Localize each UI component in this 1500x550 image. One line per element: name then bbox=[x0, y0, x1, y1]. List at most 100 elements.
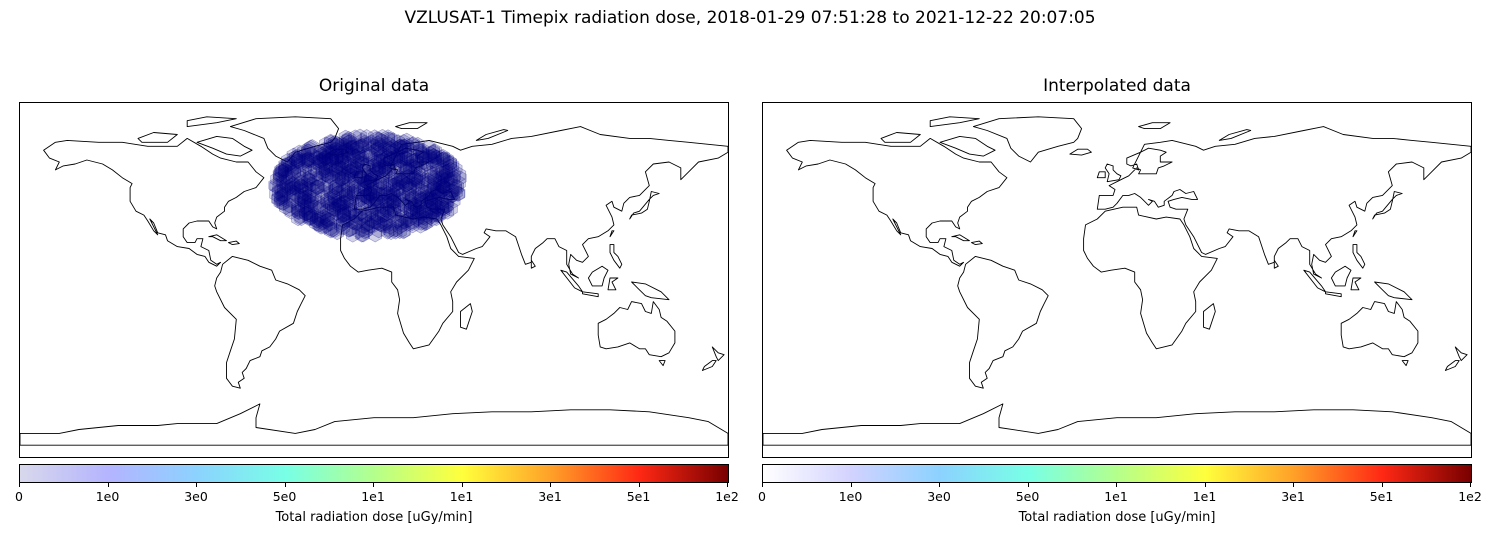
colorbar-label-original: Total radiation dose [uGy/min] bbox=[275, 510, 473, 525]
dose-marker bbox=[404, 196, 419, 213]
dose-marker bbox=[373, 181, 387, 198]
dose-marker bbox=[337, 182, 352, 199]
colorbar-tick bbox=[1204, 482, 1206, 487]
dose-marker bbox=[363, 185, 377, 202]
dose-marker bbox=[383, 188, 398, 204]
colorbar-tick bbox=[1470, 482, 1471, 487]
dose-marker bbox=[437, 168, 451, 185]
dose-marker bbox=[344, 140, 359, 157]
dose-marker bbox=[429, 210, 444, 227]
dose-marker bbox=[398, 162, 413, 179]
dose-marker bbox=[391, 181, 406, 198]
dose-marker bbox=[403, 164, 418, 181]
dose-marker bbox=[371, 195, 386, 212]
dose-marker bbox=[434, 149, 449, 166]
dose-marker bbox=[341, 159, 356, 176]
dose-marker bbox=[397, 222, 412, 239]
dose-marker bbox=[302, 151, 316, 167]
dose-marker bbox=[448, 161, 463, 178]
dose-marker bbox=[369, 131, 384, 147]
dose-marker bbox=[394, 139, 409, 156]
dose-marker bbox=[435, 152, 450, 168]
dose-marker bbox=[415, 142, 430, 159]
dose-marker bbox=[365, 218, 380, 234]
dose-marker bbox=[274, 189, 288, 206]
dose-marker bbox=[319, 136, 333, 153]
dose-marker bbox=[369, 142, 384, 159]
dose-marker bbox=[340, 186, 355, 202]
dose-marker bbox=[442, 154, 457, 171]
dose-marker bbox=[339, 140, 353, 157]
dose-marker bbox=[325, 151, 339, 168]
dose-marker bbox=[448, 184, 463, 200]
dose-marker bbox=[291, 175, 306, 192]
dose-marker bbox=[337, 153, 352, 170]
dose-marker bbox=[379, 217, 394, 234]
dose-marker bbox=[374, 148, 389, 165]
dose-marker bbox=[341, 221, 356, 238]
dose-marker bbox=[343, 158, 358, 174]
dose-marker bbox=[360, 189, 375, 206]
dose-marker bbox=[372, 161, 386, 178]
dose-marker bbox=[373, 216, 388, 233]
dose-marker bbox=[336, 194, 350, 211]
dose-marker bbox=[371, 160, 386, 177]
dose-marker bbox=[346, 147, 360, 164]
coastline-path bbox=[20, 116, 728, 446]
dose-marker bbox=[406, 153, 421, 169]
dose-marker bbox=[349, 215, 364, 232]
dose-marker bbox=[397, 213, 412, 230]
dose-marker bbox=[327, 200, 342, 217]
dose-marker bbox=[322, 145, 336, 162]
dose-marker bbox=[387, 163, 401, 180]
dose-marker bbox=[396, 138, 411, 155]
dose-marker bbox=[387, 193, 401, 209]
dose-marker bbox=[396, 193, 410, 209]
dose-marker bbox=[285, 192, 300, 209]
dose-marker bbox=[405, 175, 420, 192]
dose-marker bbox=[364, 203, 379, 220]
dose-marker bbox=[441, 163, 456, 180]
dose-marker bbox=[333, 207, 348, 224]
dose-marker bbox=[322, 206, 336, 222]
dose-marker bbox=[401, 169, 416, 185]
dose-marker bbox=[280, 153, 295, 169]
dose-marker bbox=[310, 179, 324, 196]
dose-marker bbox=[335, 153, 349, 170]
dose-marker bbox=[394, 138, 408, 155]
dose-marker bbox=[409, 211, 424, 227]
dose-marker bbox=[342, 147, 356, 164]
dose-marker bbox=[370, 209, 385, 226]
dose-marker bbox=[369, 191, 384, 207]
dose-marker bbox=[382, 197, 397, 214]
dose-marker bbox=[443, 173, 458, 190]
dose-marker bbox=[367, 138, 382, 155]
dose-marker bbox=[420, 184, 434, 201]
dose-marker bbox=[428, 193, 443, 210]
dose-marker bbox=[345, 145, 359, 162]
dose-marker bbox=[428, 149, 443, 166]
colorbar-tick-label: 3e1 bbox=[1281, 489, 1305, 504]
dose-marker bbox=[331, 194, 346, 211]
dose-marker bbox=[445, 183, 460, 200]
dose-marker bbox=[378, 160, 393, 177]
dose-marker bbox=[360, 188, 375, 205]
dose-marker bbox=[408, 160, 423, 176]
dose-marker bbox=[403, 202, 418, 219]
dose-marker bbox=[313, 145, 327, 162]
dose-marker bbox=[347, 214, 362, 231]
dose-marker bbox=[418, 210, 433, 226]
dose-marker bbox=[381, 149, 395, 165]
dose-marker bbox=[298, 205, 313, 222]
dose-marker bbox=[436, 178, 451, 195]
dose-marker bbox=[320, 167, 335, 184]
dose-marker bbox=[335, 137, 349, 153]
dose-marker bbox=[399, 210, 413, 227]
dose-marker bbox=[304, 176, 318, 192]
dose-marker bbox=[297, 190, 312, 207]
dose-marker bbox=[394, 152, 408, 169]
dose-marker bbox=[388, 151, 402, 168]
dose-marker bbox=[367, 214, 381, 230]
dose-marker bbox=[298, 152, 313, 169]
dose-marker bbox=[315, 143, 329, 160]
